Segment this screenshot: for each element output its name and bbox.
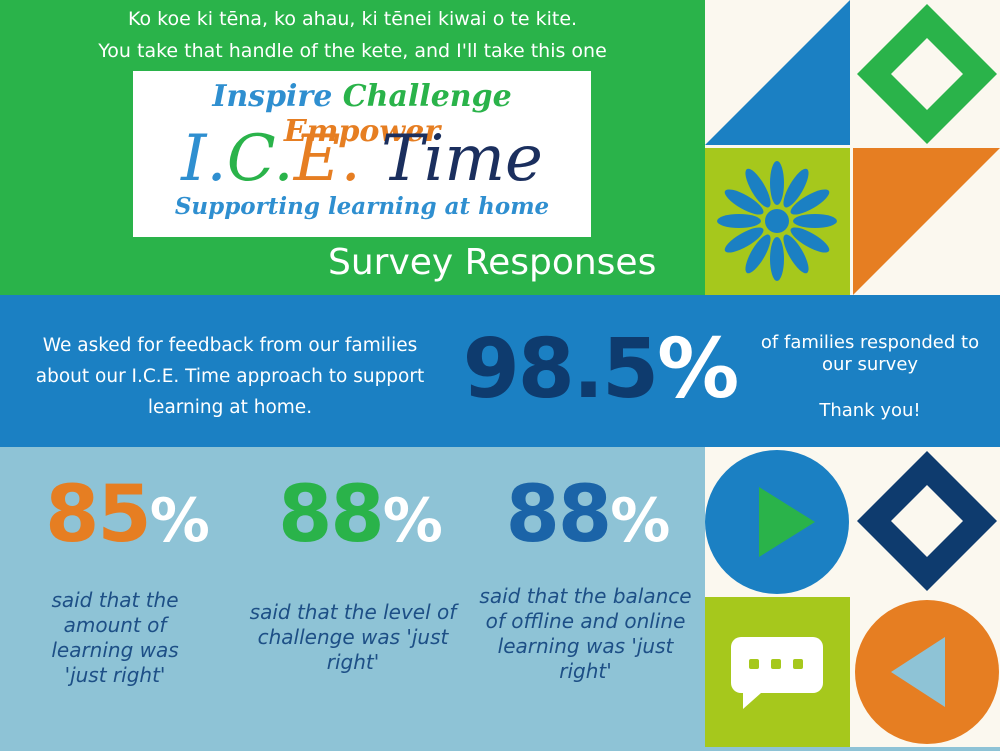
stat-description: said that the amount of learning was 'ju… xyxy=(51,588,179,687)
stat-sign: % xyxy=(610,486,671,556)
decor-bottom xyxy=(705,447,1000,747)
stat-challenge: 88% xyxy=(253,470,468,560)
flower-icon xyxy=(717,161,837,281)
logo-e: E. xyxy=(293,122,361,196)
triangle-icon xyxy=(853,148,1000,295)
logo-inspire: Inspire xyxy=(212,79,333,114)
play-icon xyxy=(705,450,849,594)
stat-description: said that the balance of offline and onl… xyxy=(479,584,692,683)
logo-c: C. xyxy=(226,122,294,196)
chat-icon xyxy=(731,637,823,709)
page-title: Survey Responses xyxy=(328,242,657,283)
response-rate-value: 98.5 xyxy=(462,322,659,417)
logo-time: Time xyxy=(381,122,543,196)
stat-description: said that the level of challenge was 'ju… xyxy=(249,600,457,674)
logo-title: I.C.E. Time xyxy=(133,123,591,195)
intro-band xyxy=(0,295,1000,447)
logo: Inspire Challenge Empower I.C.E. Time Su… xyxy=(133,71,591,237)
response-rate: 98.5% xyxy=(440,322,760,417)
response-rate-sign: % xyxy=(657,322,739,417)
responded-text: of families responded to our survey xyxy=(760,332,980,375)
stat-sign: % xyxy=(382,486,443,556)
logo-empower: Empower xyxy=(283,114,441,149)
stat-amount: 85% xyxy=(20,470,235,560)
diamond-icon xyxy=(857,451,997,591)
proverb-english: You take that handle of the kete, and I'… xyxy=(98,40,607,62)
back-triangle-icon xyxy=(855,600,999,744)
intro-text: We asked for feedback from our families … xyxy=(35,335,425,418)
logo-challenge: Challenge xyxy=(342,79,512,114)
triangle-icon xyxy=(705,0,850,145)
decor-top xyxy=(705,0,1000,295)
logo-i: I. xyxy=(181,122,227,196)
stat-value: 88 xyxy=(505,470,613,560)
stat-value: 88 xyxy=(278,470,385,560)
proverb-maori: Ko koe ki tēna, ko ahau, ki tēnei kiwai … xyxy=(127,8,578,30)
logo-tagline-top: Inspire Challenge Empower xyxy=(133,79,591,149)
stat-value: 85 xyxy=(45,470,152,560)
logo-subtitle: Supporting learning at home xyxy=(174,193,550,220)
thanks-text: Thank you! xyxy=(819,400,921,421)
diamond-icon xyxy=(857,4,997,144)
stat-balance: 88% xyxy=(478,470,698,560)
stat-sign: % xyxy=(149,486,210,556)
